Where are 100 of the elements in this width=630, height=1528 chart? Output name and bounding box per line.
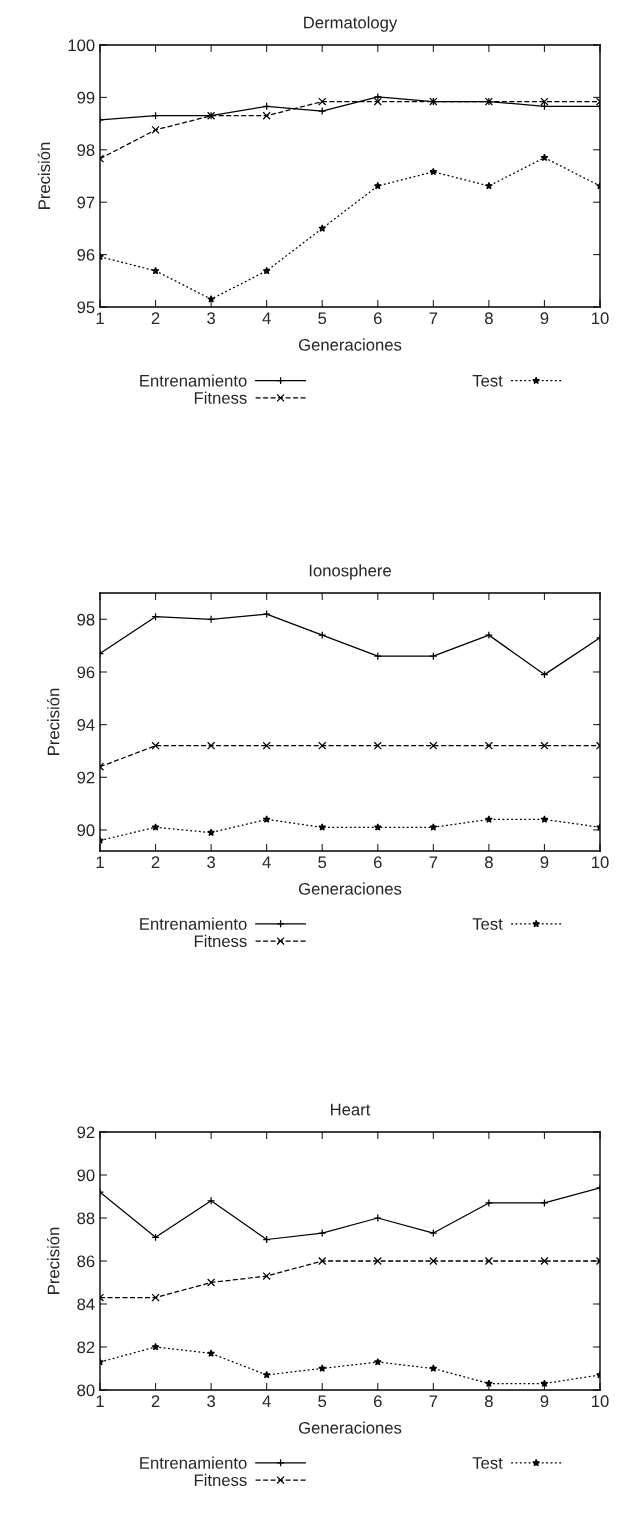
point [429, 1256, 438, 1266]
point [151, 1293, 160, 1302]
point [484, 815, 493, 823]
y-tick-label: 90 [77, 1169, 95, 1182]
y-tick-label: 96 [77, 249, 95, 261]
point [262, 111, 271, 120]
point [207, 1278, 216, 1287]
point [540, 1379, 549, 1387]
point [262, 1271, 271, 1281]
y-tick-label: 86 [77, 1255, 95, 1268]
x-tick-label: 1 [96, 312, 104, 324]
point [207, 828, 216, 837]
y-tick-label: 94 [77, 719, 95, 731]
x-tick-label: 2 [151, 312, 160, 324]
x-tick-label: 8 [484, 856, 493, 869]
point [429, 741, 438, 750]
x-tick-label: 3 [207, 856, 216, 869]
y-tick-label: 92 [77, 771, 95, 784]
y-tick-label: 80 [77, 1384, 95, 1397]
point [540, 153, 549, 162]
x-tick-label: 4 [262, 856, 271, 868]
x-tick-label: 3 [207, 312, 216, 325]
x-tick-label: 6 [373, 856, 382, 869]
legend-label: Fitness [194, 934, 247, 948]
point [429, 823, 438, 831]
y-tick-label: 97 [77, 196, 95, 209]
point [373, 1357, 382, 1366]
x-tick-label: 9 [540, 312, 549, 325]
x-tick-label: 5 [318, 1395, 327, 1408]
x-tick-label: 5 [318, 856, 327, 869]
point [318, 1364, 327, 1372]
point [151, 1342, 160, 1351]
point [484, 741, 493, 750]
legend-label: Fitness [194, 391, 247, 404]
x-tick-label: 8 [484, 1395, 493, 1408]
point [484, 181, 493, 190]
point [151, 741, 160, 750]
chart-title: Dermatology [304, 16, 398, 32]
point [318, 97, 327, 106]
y-tick-label: 82 [77, 1341, 95, 1354]
legend-label: Entrenamiento [140, 1456, 247, 1469]
point [484, 1379, 493, 1387]
x-axis-title: Generaciones [298, 338, 402, 351]
point [318, 741, 327, 750]
x-tick-label: 1 [96, 1395, 104, 1407]
x-tick-label: 1 [96, 856, 104, 868]
point [373, 741, 382, 750]
chart-title: Heart [330, 1103, 371, 1116]
point [207, 295, 216, 303]
point [373, 1256, 382, 1266]
point [373, 97, 382, 106]
x-tick-label: 10 [592, 856, 609, 869]
legend-label: Entrenamiento [140, 374, 247, 387]
x-tick-label: 4 [262, 312, 271, 324]
y-tick-label: 92 [77, 1126, 95, 1139]
point [262, 815, 271, 823]
y-tick-label: 96 [77, 666, 95, 679]
legend-label: Test [472, 1457, 503, 1469]
x-tick-label: 9 [540, 856, 549, 869]
y-tick-label: 100 [68, 39, 95, 52]
point [373, 181, 382, 190]
x-axis-title: Generaciones [298, 1421, 402, 1434]
x-tick-label: 7 [429, 312, 438, 324]
x-tick-label: 6 [373, 1395, 382, 1408]
y-tick-label: 90 [77, 824, 95, 837]
point [484, 1256, 493, 1266]
y-tick-label: 98 [77, 613, 95, 626]
legend-label: Entrenamiento [140, 917, 247, 930]
legend-label: Test [472, 918, 503, 930]
y-tick-label: 95 [77, 301, 95, 314]
point [262, 741, 271, 750]
point [262, 266, 271, 275]
x-tick-label: 2 [151, 1395, 160, 1407]
point [318, 224, 327, 232]
point [540, 1256, 549, 1266]
point [151, 266, 160, 275]
y-tick-label: 99 [77, 91, 95, 104]
point [262, 1370, 271, 1379]
point [429, 167, 438, 176]
y-axis-title: Precisión [37, 142, 51, 209]
legend-label: Test [472, 375, 503, 387]
y-tick-label: 98 [77, 144, 95, 156]
x-tick-label: 10 [592, 1395, 609, 1408]
point [151, 125, 160, 134]
x-tick-label: 6 [373, 312, 382, 325]
point [207, 741, 216, 750]
x-axis-title: Generaciones [298, 882, 402, 895]
point [318, 823, 327, 831]
x-tick-label: 9 [540, 1395, 549, 1408]
point [540, 741, 549, 750]
x-tick-label: 8 [484, 312, 493, 325]
chart-title: Ionosphere [309, 564, 391, 580]
y-tick-label: 88 [77, 1212, 95, 1225]
x-tick-label: 7 [429, 856, 438, 868]
point [540, 1198, 549, 1208]
x-tick-label: 5 [318, 312, 327, 325]
x-tick-label: 7 [429, 1395, 438, 1407]
point [318, 1256, 327, 1266]
legend-label: Fitness [194, 1473, 247, 1487]
x-tick-label: 4 [262, 1395, 271, 1407]
